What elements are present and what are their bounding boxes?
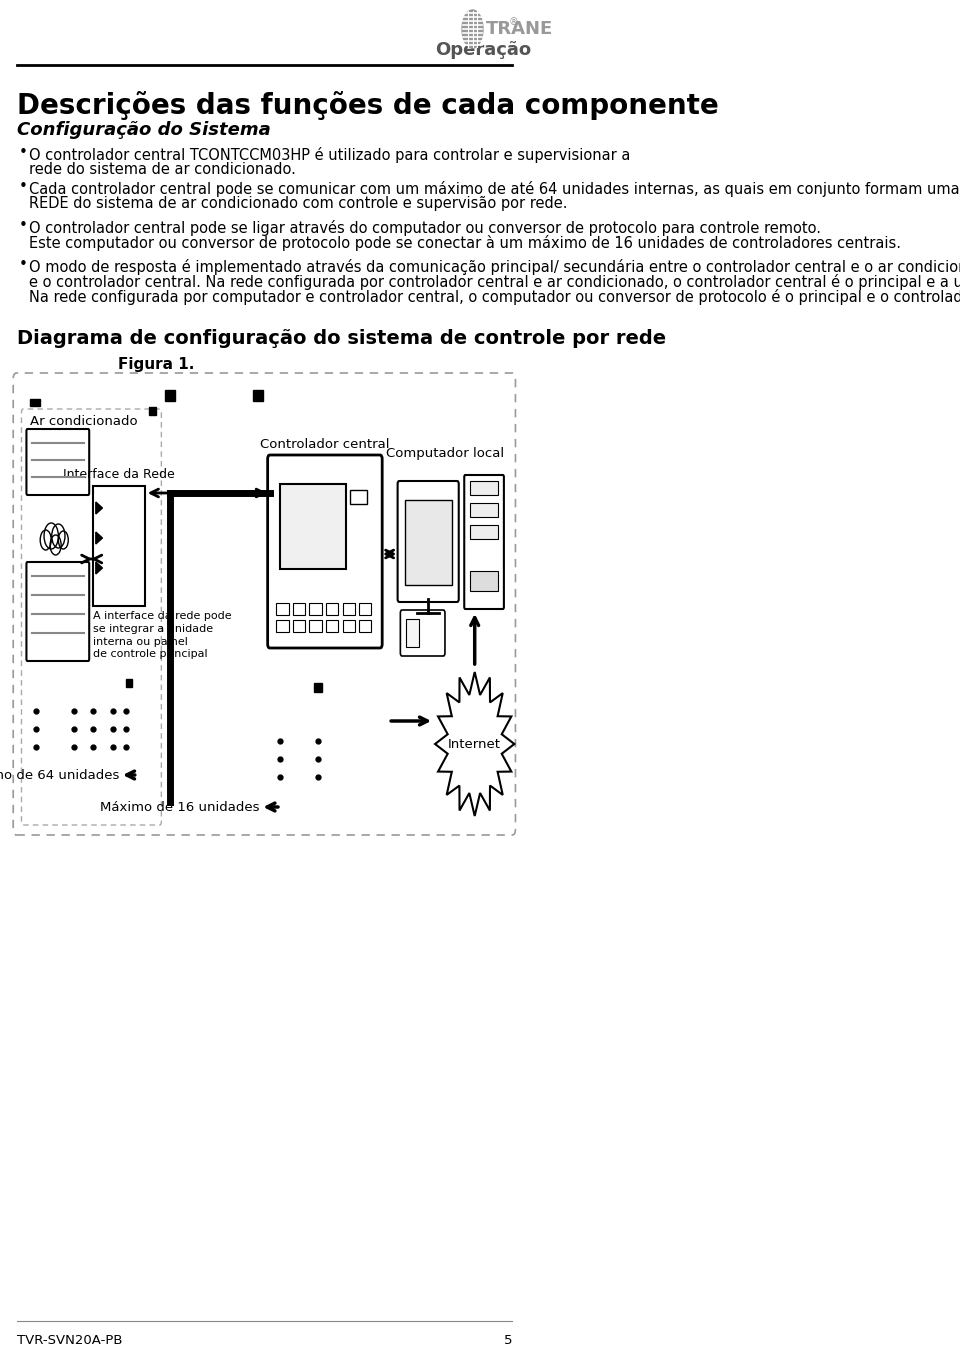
Circle shape (40, 530, 51, 550)
Text: Cada controlador central pode se comunicar com um máximo de até 64 unidades inte: Cada controlador central pode se comunic… (29, 181, 960, 197)
Bar (276, 620, 289, 632)
Text: Controlador central: Controlador central (260, 438, 390, 451)
Bar (165, 390, 175, 401)
Bar (406, 618, 419, 647)
Bar (469, 525, 498, 540)
FancyBboxPatch shape (268, 455, 382, 648)
Bar (359, 603, 372, 616)
Bar (469, 571, 498, 591)
Bar (314, 684, 322, 692)
FancyBboxPatch shape (13, 372, 516, 834)
Bar (126, 680, 132, 688)
Text: Ar condicionado: Ar condicionado (31, 414, 138, 428)
Bar (309, 603, 322, 616)
Text: Na rede configurada por computador e controlador central, o computador ou conver: Na rede configurada por computador e con… (29, 289, 960, 304)
Bar (326, 603, 338, 616)
Text: O modo de resposta é implementado através da comunicação principal/ secundária e: O modo de resposta é implementado atravé… (29, 260, 960, 275)
Text: Máximo de 64 unidades: Máximo de 64 unidades (0, 769, 119, 781)
Text: e o controlador central. Na rede configurada por controlador central e ar condic: e o controlador central. Na rede configu… (29, 275, 960, 289)
Bar (326, 620, 338, 632)
Text: Interface da Rede: Interface da Rede (62, 467, 175, 481)
Polygon shape (96, 531, 103, 544)
Circle shape (52, 525, 65, 548)
Bar (469, 481, 498, 495)
Circle shape (59, 531, 68, 549)
Bar (293, 620, 305, 632)
FancyBboxPatch shape (21, 409, 161, 825)
Text: •: • (19, 217, 28, 232)
Text: Operação: Operação (436, 41, 532, 58)
Bar (343, 603, 354, 616)
Text: •: • (19, 257, 28, 272)
Bar (253, 390, 263, 401)
Text: A interface da rede pode
se integrar a unidade
interna ou painel
de controle pri: A interface da rede pode se integrar a u… (92, 612, 231, 659)
Text: rede do sistema de ar condicionado.: rede do sistema de ar condicionado. (29, 162, 296, 177)
Text: Internet: Internet (448, 738, 501, 750)
Text: Este computador ou conversor de protocolo pode se conectar à um máximo de 16 uni: Este computador ou conversor de protocol… (29, 235, 901, 251)
Bar (405, 500, 451, 584)
Text: •: • (19, 145, 28, 160)
FancyBboxPatch shape (400, 610, 445, 656)
Text: REDE do sistema de ar condicionado com controle e supervisão por rede.: REDE do sistema de ar condicionado com c… (29, 196, 567, 211)
Text: Diagrama de configuração do sistema de controle por rede: Diagrama de configuração do sistema de c… (16, 329, 665, 348)
Text: O controlador central pode se ligar através do computador ou conversor de protoc: O controlador central pode se ligar atra… (29, 220, 821, 236)
FancyBboxPatch shape (465, 476, 504, 609)
Bar (31, 400, 40, 406)
Circle shape (44, 523, 59, 549)
Text: b: b (355, 492, 362, 501)
Circle shape (50, 535, 61, 554)
Text: Máximo de 16 unidades: Máximo de 16 unidades (101, 800, 260, 814)
FancyBboxPatch shape (27, 563, 89, 660)
Bar (309, 620, 322, 632)
Text: Figura 1.: Figura 1. (118, 357, 195, 372)
Text: ®: ® (509, 18, 518, 27)
FancyBboxPatch shape (27, 429, 89, 495)
Circle shape (462, 10, 483, 48)
Bar (276, 603, 289, 616)
FancyBboxPatch shape (397, 481, 459, 602)
Bar (469, 503, 498, 516)
Text: •: • (19, 179, 28, 194)
Text: Descrições das funções de cada componente: Descrições das funções de cada component… (16, 91, 718, 120)
Bar (343, 620, 354, 632)
Bar (350, 491, 367, 504)
Polygon shape (96, 563, 103, 573)
Bar (359, 620, 372, 632)
Bar (279, 484, 346, 569)
Bar (149, 406, 156, 414)
Text: 5: 5 (504, 1335, 512, 1347)
Polygon shape (435, 671, 515, 815)
Text: O controlador central TCONTCCM03HP é utilizado para controlar e supervisionar a: O controlador central TCONTCCM03HP é uti… (29, 147, 631, 163)
Text: Configuração do Sistema: Configuração do Sistema (16, 121, 271, 139)
Bar (293, 603, 305, 616)
Bar (92, 487, 145, 606)
Polygon shape (96, 501, 103, 514)
Text: TRANE: TRANE (486, 20, 553, 38)
Text: TVR-SVN20A-PB: TVR-SVN20A-PB (16, 1335, 122, 1347)
Text: Computador local: Computador local (386, 447, 504, 459)
